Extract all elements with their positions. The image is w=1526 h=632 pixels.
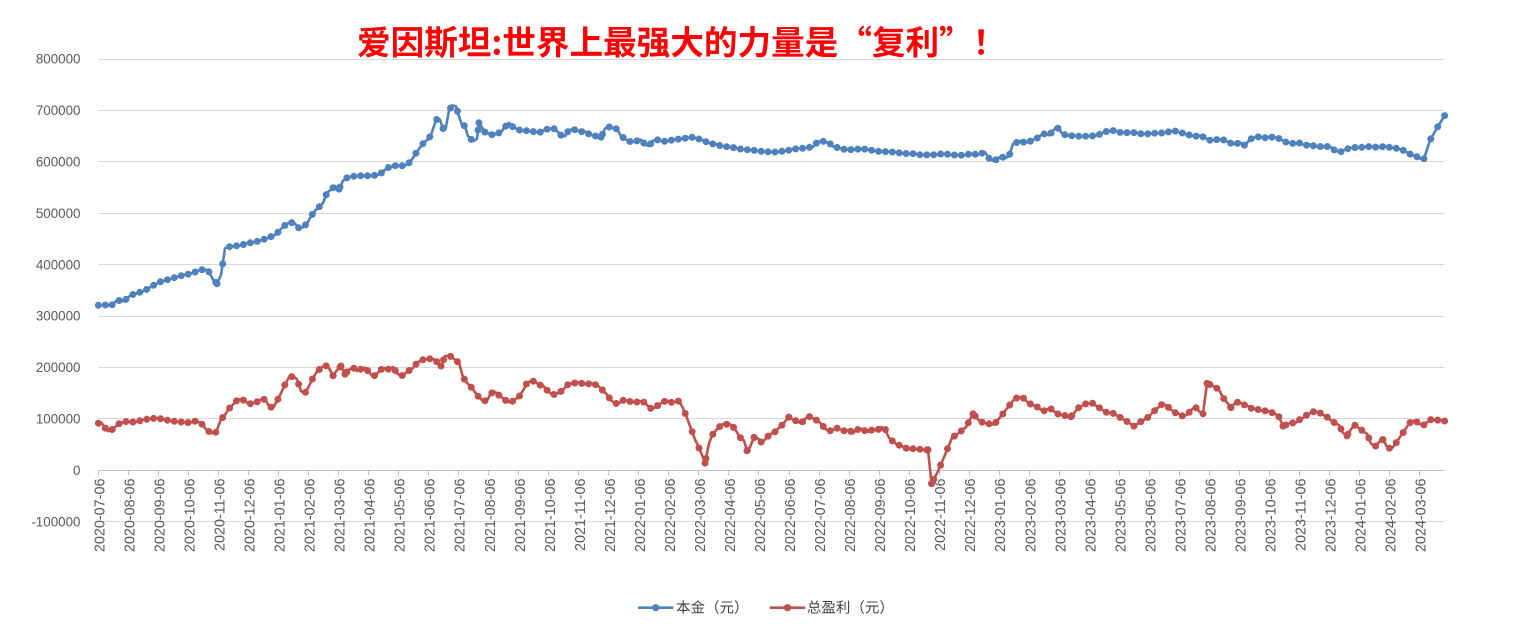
svg-text:2021-01-06: 2021-01-06 — [273, 479, 289, 553]
svg-text:2023-03-06: 2023-03-06 — [1053, 479, 1069, 553]
svg-text:100000: 100000 — [36, 412, 81, 427]
svg-text:-100000: -100000 — [31, 514, 80, 529]
svg-text:2022-09-06: 2022-09-06 — [873, 479, 889, 553]
svg-text:700000: 700000 — [36, 103, 81, 118]
svg-text:2024-02-06: 2024-02-06 — [1384, 479, 1400, 553]
svg-text:2022-12-06: 2022-12-06 — [963, 478, 979, 552]
svg-text:0: 0 — [73, 463, 80, 478]
svg-text:2021-10-06: 2021-10-06 — [543, 479, 559, 553]
svg-text:2022-11-06: 2022-11-06 — [933, 479, 949, 552]
svg-text:500000: 500000 — [36, 206, 81, 221]
svg-text:2024-01-06: 2024-01-06 — [1354, 479, 1370, 553]
svg-text:2022-03-06: 2022-03-06 — [693, 479, 709, 553]
svg-text:400000: 400000 — [36, 257, 81, 272]
svg-text:2022-01-06: 2022-01-06 — [633, 479, 649, 553]
svg-text:2021-04-06: 2021-04-06 — [363, 479, 379, 553]
svg-text:2020-12-06: 2020-12-06 — [243, 479, 259, 553]
svg-text:2020-07-06: 2020-07-06 — [92, 479, 108, 553]
svg-text:2022-02-06: 2022-02-06 — [663, 479, 679, 553]
svg-text:2023-01-06: 2023-01-06 — [993, 479, 1009, 553]
svg-text:300000: 300000 — [36, 309, 81, 324]
svg-text:2020-10-06: 2020-10-06 — [182, 479, 198, 553]
svg-text:2023-04-06: 2023-04-06 — [1083, 479, 1099, 553]
svg-text:2022-04-06: 2022-04-06 — [723, 479, 739, 553]
svg-text:2021-07-06: 2021-07-06 — [453, 478, 469, 552]
svg-text:2021-05-06: 2021-05-06 — [393, 479, 409, 553]
svg-text:2022-05-06: 2022-05-06 — [753, 479, 769, 553]
svg-text:200000: 200000 — [36, 360, 81, 375]
svg-text:2021-03-06: 2021-03-06 — [333, 479, 349, 553]
svg-text:2023-08-06: 2023-08-06 — [1203, 479, 1219, 553]
svg-text:2020-11-06: 2020-11-06 — [213, 479, 229, 552]
svg-text:2021-09-06: 2021-09-06 — [513, 479, 529, 553]
svg-text:2023-06-06: 2023-06-06 — [1143, 479, 1159, 553]
svg-text:2020-09-06: 2020-09-06 — [152, 479, 168, 553]
svg-text:800000: 800000 — [36, 52, 81, 67]
svg-text:2023-09-06: 2023-09-06 — [1233, 479, 1249, 553]
svg-text:2021-11-06: 2021-11-06 — [573, 479, 589, 552]
svg-text:2022-08-06: 2022-08-06 — [843, 479, 859, 553]
svg-text:2023-07-06: 2023-07-06 — [1173, 479, 1189, 553]
svg-text:2020-08-06: 2020-08-06 — [122, 479, 138, 553]
svg-text:2021-08-06: 2021-08-06 — [483, 479, 499, 553]
svg-text:2024-03-06: 2024-03-06 — [1414, 479, 1430, 553]
svg-text:2023-10-06: 2023-10-06 — [1263, 479, 1279, 553]
svg-text:600000: 600000 — [36, 155, 81, 170]
svg-text:2022-07-06: 2022-07-06 — [813, 479, 829, 553]
svg-text:2023-02-06: 2023-02-06 — [1023, 479, 1039, 553]
svg-text:2021-02-06: 2021-02-06 — [303, 479, 319, 553]
svg-text:2022-06-06: 2022-06-06 — [783, 479, 799, 553]
svg-text:2023-12-06: 2023-12-06 — [1324, 479, 1340, 553]
svg-text:2021-06-06: 2021-06-06 — [423, 479, 439, 553]
svg-text:2022-10-06: 2022-10-06 — [903, 479, 919, 553]
svg-text:2023-05-06: 2023-05-06 — [1113, 479, 1129, 553]
svg-text:2021-12-06: 2021-12-06 — [603, 479, 619, 553]
svg-text:2023-11-06: 2023-11-06 — [1293, 479, 1309, 552]
